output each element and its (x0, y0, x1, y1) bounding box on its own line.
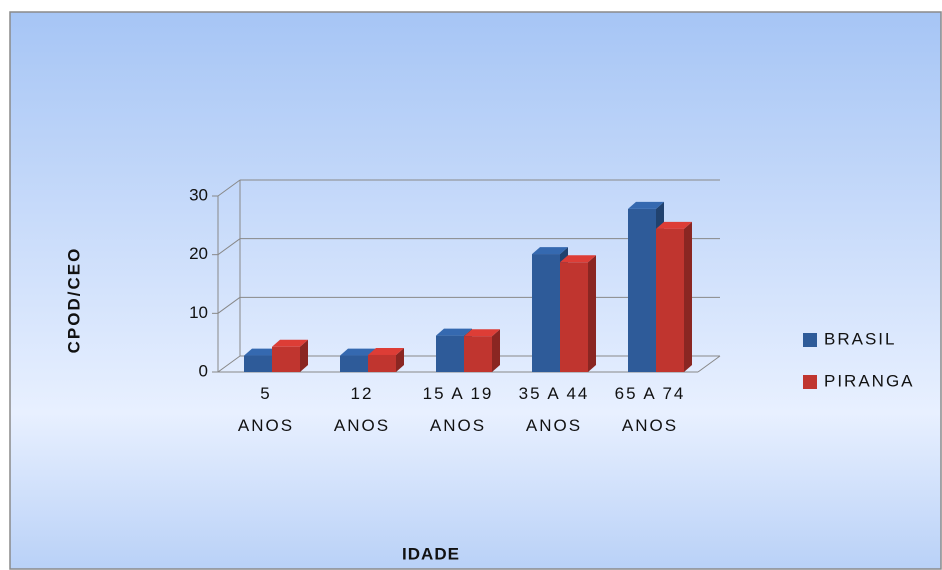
x-tick-label: 5 ANOS (238, 384, 294, 435)
chart-area (9, 11, 942, 570)
y-tick-label: 30 (189, 185, 208, 204)
bar (560, 262, 588, 372)
bar (340, 355, 368, 372)
legend-swatch (803, 333, 817, 347)
x-tick-label-line: ANOS (526, 416, 582, 435)
bar (244, 355, 272, 372)
x-tick-label-line: ANOS (622, 416, 678, 435)
bar (436, 335, 464, 372)
bar-top (532, 247, 568, 255)
bar (464, 336, 492, 372)
bar-top (628, 201, 664, 209)
legend-label: BRASIL (824, 329, 896, 348)
x-axis-title: IDADE (402, 544, 460, 563)
y-axis-title: CPOD/CEO (64, 247, 83, 354)
grid-line (217, 179, 241, 197)
bar-top (464, 329, 500, 337)
bar-side (492, 329, 500, 372)
bar-top (560, 255, 596, 263)
bar (656, 228, 684, 372)
x-tick-label-line: ANOS (238, 416, 294, 435)
bar-side (588, 255, 596, 372)
bar (368, 354, 396, 372)
bar-side (300, 339, 308, 372)
legend-swatch (803, 375, 817, 389)
bar-top (272, 339, 308, 347)
bar-top (340, 348, 376, 356)
x-tick-label: 15 A 19 ANOS (423, 384, 494, 435)
x-tick-label-line: 15 A 19 (423, 384, 494, 403)
x-tick-label-line: 12 (351, 384, 374, 403)
bar-top (244, 348, 280, 356)
x-tick-label: 65 A 74 ANOS (615, 384, 686, 435)
x-tick-label-line: ANOS (430, 416, 486, 435)
grid-line (217, 355, 241, 373)
x-tick-label: 12 ANOS (334, 384, 390, 435)
legend-label: PIRANGA (824, 371, 915, 390)
x-tick-label: 35 A 44 ANOS (519, 384, 590, 435)
x-tick-label-line: ANOS (334, 416, 390, 435)
x-tick-label-line: 5 (260, 384, 271, 403)
bar-top (656, 221, 692, 229)
bar-top (368, 347, 404, 355)
bar (628, 208, 656, 372)
y-tick-label: 10 (189, 303, 208, 322)
floor-edge (697, 355, 721, 373)
bar (272, 346, 300, 372)
x-tick-label-line: 65 A 74 (615, 384, 686, 403)
y-tick-label: 0 (199, 361, 208, 380)
bar-top (436, 328, 472, 336)
bar (532, 254, 560, 372)
bar-side (396, 347, 404, 372)
grid-line (217, 238, 241, 256)
grid-line (217, 296, 241, 314)
bar-side (684, 221, 692, 372)
y-tick-label: 20 (189, 244, 208, 263)
x-tick-label-line: 35 A 44 (519, 384, 590, 403)
